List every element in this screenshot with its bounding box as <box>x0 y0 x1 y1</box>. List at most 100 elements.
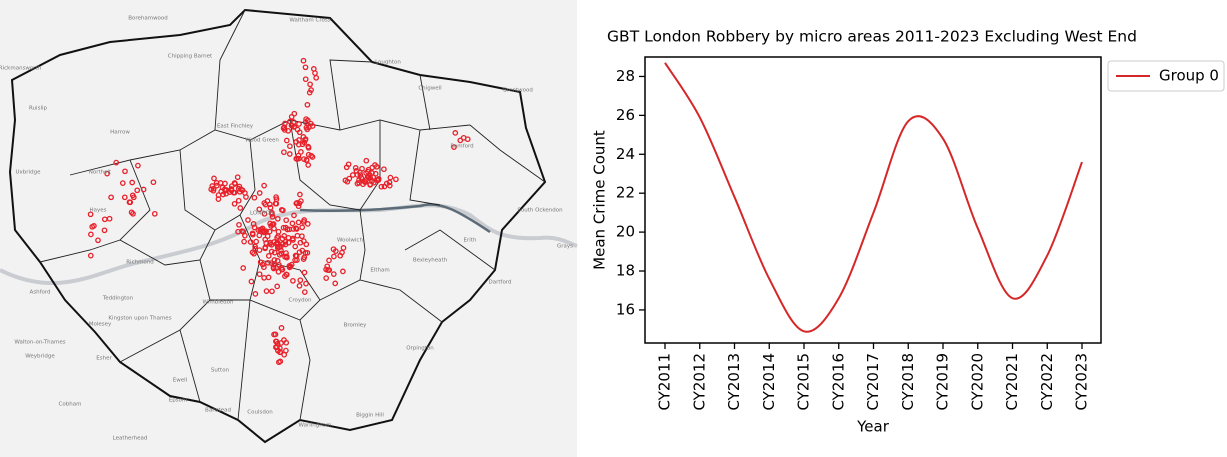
map-place-label: Biggin Hill <box>356 413 384 419</box>
crime-point <box>269 213 276 220</box>
crime-point <box>292 252 299 259</box>
crime-point <box>253 238 260 245</box>
crime-point <box>240 265 247 271</box>
y-tick-label: 20 <box>616 223 635 241</box>
crime-point <box>296 282 303 289</box>
crime-point <box>261 228 268 234</box>
crime-point <box>273 200 280 207</box>
crime-point <box>294 126 301 133</box>
crime-point <box>87 252 94 259</box>
crime-point <box>340 268 346 275</box>
crime-point <box>130 210 136 217</box>
crime-point <box>340 245 347 251</box>
crime-point <box>303 124 310 131</box>
chart-title: GBT London Robbery by micro areas 2011-2… <box>607 28 1137 46</box>
river <box>299 203 491 234</box>
crime-point <box>134 187 141 194</box>
crime-point <box>372 170 379 177</box>
map-place-label: Croydon <box>289 298 312 304</box>
crime-point <box>457 137 464 144</box>
crime-point <box>309 123 316 129</box>
data-line <box>664 62 1083 333</box>
map-place-label: Romford <box>450 144 473 150</box>
map-place-label: Uxbridge <box>16 170 42 176</box>
map-place-label: Cobham <box>59 402 82 408</box>
map-place-label: Kingston upon Thames <box>108 316 171 322</box>
map-place-label: Wimbledon <box>203 300 234 306</box>
crime-point <box>272 331 279 338</box>
x-tick-label: CY2020 <box>968 353 986 411</box>
crime-point <box>295 155 302 162</box>
crime-point <box>298 149 304 155</box>
crime-point <box>369 164 376 171</box>
crime-point <box>294 232 301 239</box>
x-tick-label: CY2016 <box>829 353 847 411</box>
crime-point <box>330 271 337 277</box>
crime-point <box>280 207 286 214</box>
map-place-label: Orpington <box>406 346 434 352</box>
map-place-label: Brentwood <box>503 88 533 94</box>
crime-point <box>235 197 242 204</box>
crime-point <box>305 162 312 168</box>
crime-point <box>305 143 312 150</box>
map-place-label: Hayes <box>89 208 106 214</box>
crime-point <box>121 194 128 201</box>
crime-point <box>251 250 257 257</box>
map-place-label: Coulsdon <box>247 410 273 416</box>
crime-point <box>307 81 313 88</box>
crime-point <box>252 291 259 297</box>
crime-point <box>265 274 272 281</box>
y-tick-label: 16 <box>616 300 635 318</box>
crime-point <box>130 194 137 201</box>
map-place-label: Weybridge <box>25 354 55 360</box>
map-place-label: Teddington <box>102 296 134 302</box>
crime-point <box>274 239 281 246</box>
crime-point <box>262 201 269 208</box>
map-place-label: Northolt <box>89 170 112 176</box>
crime-point <box>276 244 283 251</box>
crime-point <box>383 180 390 187</box>
map-place-label: Sutton <box>211 368 230 374</box>
crime-point <box>242 190 248 196</box>
legend-label: Group 0 <box>1159 67 1219 85</box>
map-place-label: Richmond <box>126 260 154 266</box>
map-place-label: Walton-on-Thames <box>14 340 65 346</box>
crime-point <box>301 269 308 276</box>
crime-point <box>150 179 157 186</box>
crime-point <box>236 188 243 195</box>
crime-point <box>256 232 263 239</box>
crime-point <box>119 180 126 186</box>
x-tick-label: CY2017 <box>864 353 882 411</box>
crime-point <box>300 134 307 140</box>
map-place-label: Rickmansworth <box>0 66 42 72</box>
crime-point <box>274 215 281 222</box>
crime-point <box>231 189 238 196</box>
crime-point <box>292 243 299 250</box>
crime-point <box>299 247 306 254</box>
crime-point <box>271 249 278 256</box>
crime-point <box>298 198 304 204</box>
x-axis-label: Year <box>856 418 890 436</box>
crime-point <box>290 237 296 243</box>
crime-point <box>268 223 274 229</box>
map-place-label: Leatherhead <box>113 436 148 442</box>
crime-point <box>236 221 242 228</box>
crime-point <box>304 101 311 108</box>
borough-lines <box>39 9 546 421</box>
crime-point <box>222 180 228 187</box>
map-place-label: Esher <box>96 356 112 362</box>
crime-point <box>300 57 307 64</box>
crime-point <box>215 192 222 198</box>
crime-point <box>290 277 296 284</box>
crime-point <box>282 120 288 127</box>
crime-point <box>325 267 331 273</box>
crime-point <box>228 183 235 189</box>
crime-point <box>285 239 292 246</box>
crime-point <box>274 258 281 264</box>
map: Waltham Cross Borehamwood Chipping Barnet L… <box>0 8 578 444</box>
crime-point <box>304 249 311 256</box>
crime-point <box>352 165 359 171</box>
map-place-label: LONDON <box>250 211 274 217</box>
crime-point <box>359 165 365 172</box>
